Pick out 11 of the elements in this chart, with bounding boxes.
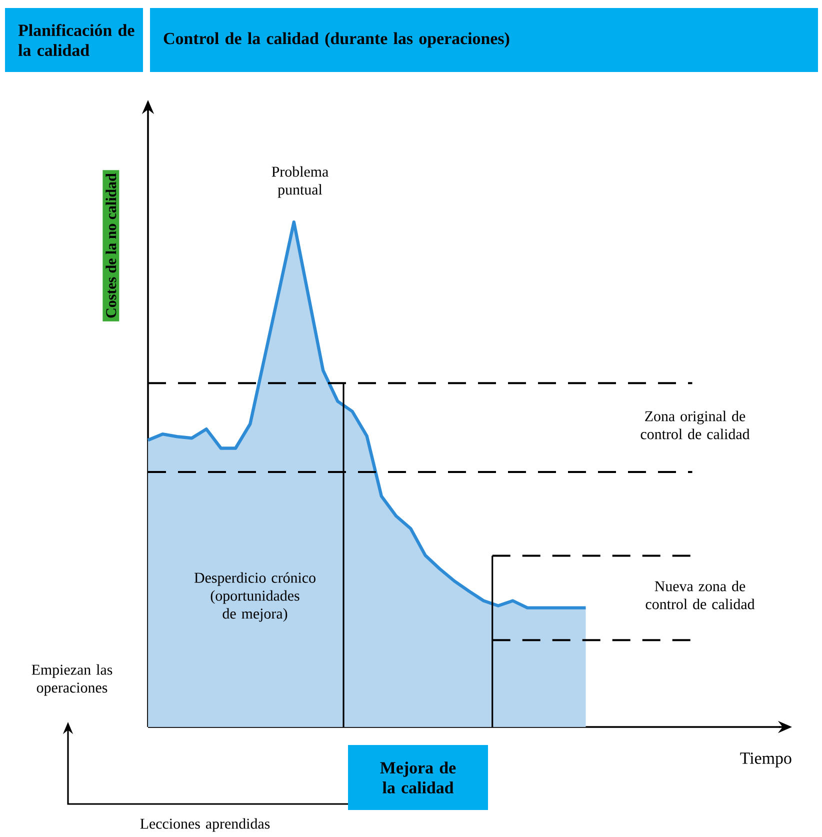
x-axis-title: Tiempo [740,752,792,768]
text: Planificación de la calidad [18,24,134,56]
text: Mejora de la calidad [380,762,456,794]
y-axis-title: Costes de la no calidad [106,173,116,318]
text: Problema puntual [272,166,328,198]
annotation: Nueva zona de control de calidad [646,580,755,610]
annotation: Desperdicio crónico (oportunidades de mejora) [194,572,316,622]
text: Lecciones aprendidas [140,818,270,832]
text: Empiezan las operaciones [32,664,112,696]
text: Control de la calidad (durante las operaciones) [164,32,510,48]
annotation: Zona original de control de calidad [640,410,750,440]
